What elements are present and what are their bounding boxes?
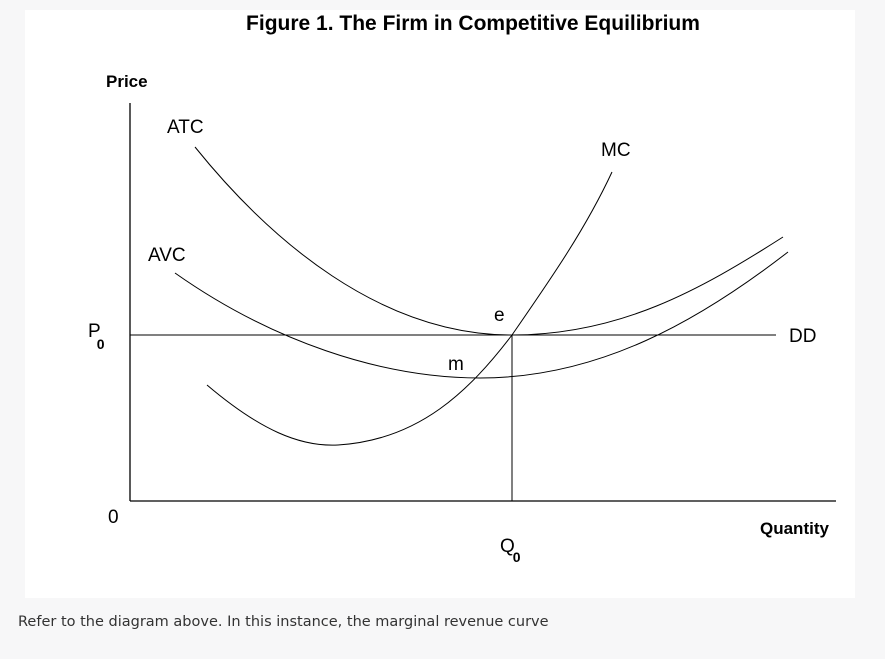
price-p0-main: P	[88, 321, 101, 342]
y-axis-label: Price	[106, 72, 148, 91]
price-p0-sub: 0	[97, 336, 105, 352]
quantity-q0-sub: 0	[513, 549, 521, 565]
x-axis-label: Quantity	[760, 519, 829, 538]
avc-label: AVC	[148, 245, 186, 266]
quantity-q0-main: Q	[500, 536, 515, 557]
mc-label: MC	[601, 140, 631, 161]
origin-label: 0	[108, 507, 119, 528]
atc-curve	[194, 146, 784, 336]
dd-label: DD	[789, 326, 816, 347]
figure	[25, 10, 855, 598]
atc-label: ATC	[167, 117, 204, 138]
mc-curve	[206, 171, 613, 446]
question-text: Refer to the diagram above. In this inst…	[18, 614, 549, 630]
point-e-label: e	[494, 305, 505, 326]
figure-title: Figure 1. The Firm in Competitive Equili…	[246, 12, 700, 35]
point-m-label: m	[448, 354, 464, 375]
quantity-q0-label: Q0	[500, 536, 521, 565]
avc-curve	[174, 251, 789, 379]
